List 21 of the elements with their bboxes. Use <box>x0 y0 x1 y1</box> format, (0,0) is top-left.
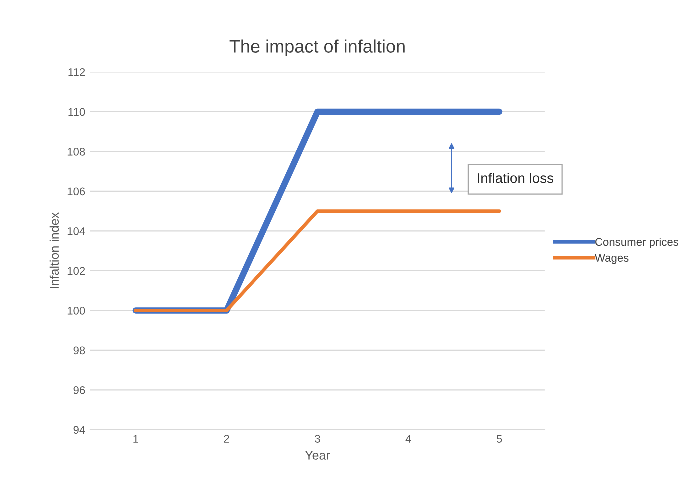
x-tick-label: 2 <box>224 435 230 443</box>
annotation: Inflation loss <box>478 173 554 184</box>
x-tick-label: 5 <box>496 435 502 443</box>
y-tick-label: 106 <box>68 188 86 196</box>
x-tick-label: 3 <box>315 435 320 443</box>
x-tick-label: 4 <box>406 435 412 443</box>
x-axis-title: Year <box>305 451 330 460</box>
y-tick-label: 94 <box>74 426 86 434</box>
y-tick-label: 102 <box>68 267 86 276</box>
chart-title: The impact of infaltion <box>230 40 405 57</box>
legend-label: Wages <box>595 254 629 264</box>
y-tick-label: 104 <box>68 227 86 236</box>
y-tick-label: 96 <box>74 386 86 394</box>
y-tick-label: 112 <box>68 68 86 76</box>
y-tick-label: 98 <box>74 346 86 355</box>
y-axis-title: Infaltion index <box>50 212 60 288</box>
legend-label: Consumer prices <box>596 238 679 248</box>
y-tick-label: 108 <box>68 148 86 156</box>
y-tick-label: 110 <box>68 108 86 116</box>
y-tick-label: 100 <box>68 306 86 315</box>
x-tick-label: 1 <box>134 435 138 443</box>
